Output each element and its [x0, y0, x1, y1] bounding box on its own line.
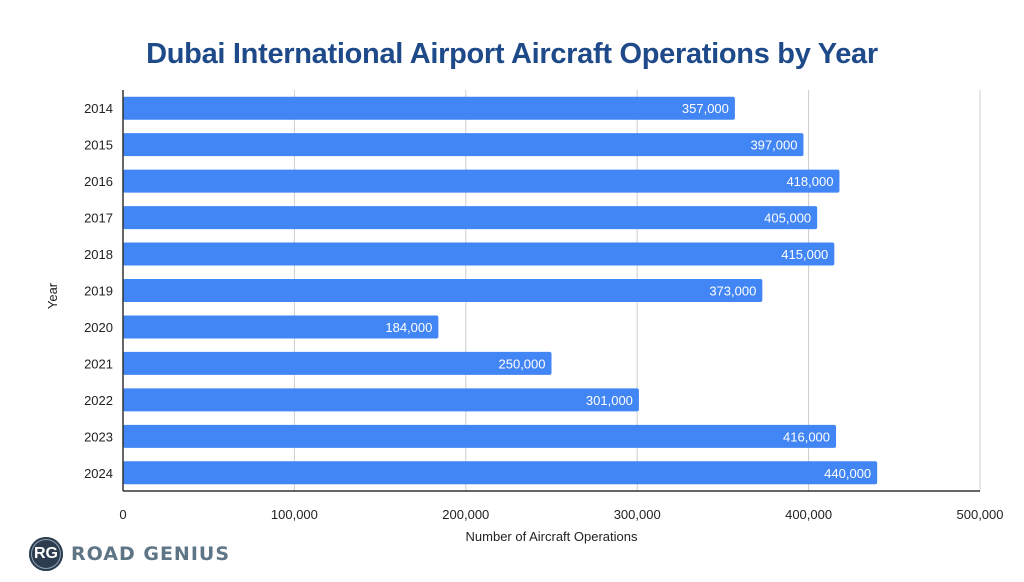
- bar: [123, 133, 804, 157]
- bars: 357,000 397,000 418,000 405,000 415,000 373,0…: [123, 96, 878, 485]
- y-tick-label: 2022: [84, 393, 113, 408]
- y-tick-label: 2014: [84, 101, 113, 116]
- chart-title: Dubai International Airport Aircraft Ope…: [146, 38, 878, 70]
- bar: [123, 461, 878, 485]
- bar: [123, 279, 763, 302]
- data-label: 440,000: [824, 466, 871, 481]
- data-label: 373,000: [709, 284, 756, 299]
- data-label: 416,000: [783, 429, 830, 444]
- x-tick-label: 400,000: [785, 507, 832, 522]
- data-label: 250,000: [499, 356, 546, 371]
- data-label: 397,000: [750, 138, 797, 153]
- x-tick-label: 0: [119, 507, 126, 522]
- bar: [123, 315, 439, 339]
- y-tick-label: 2023: [84, 429, 113, 444]
- bar: [123, 388, 639, 412]
- data-label: 301,000: [586, 393, 633, 408]
- data-label: 405,000: [764, 211, 811, 226]
- bar: [123, 424, 837, 448]
- y-tick-label: 2017: [84, 211, 113, 226]
- road-genius-logo: RG ROAD GENIUS: [29, 537, 230, 571]
- y-tick-label: 2021: [84, 356, 113, 371]
- bar: [123, 242, 835, 266]
- logo-badge-icon: RG: [29, 537, 63, 571]
- y-tick-label: 2016: [84, 174, 113, 189]
- logo-text: ROAD GENIUS: [71, 543, 231, 565]
- y-tick-label: 2015: [84, 138, 113, 153]
- x-tick-label: 200,000: [442, 507, 489, 522]
- x-tick-label: 300,000: [614, 507, 661, 522]
- x-axis-title: Number of Aircraft Operations: [466, 529, 638, 544]
- y-tick-label: 2018: [84, 247, 113, 262]
- y-tick-label: 2019: [84, 284, 113, 299]
- data-label: 357,000: [682, 101, 729, 116]
- x-tick-label: 100,000: [271, 507, 318, 522]
- bar: [123, 169, 840, 193]
- data-label: 184,000: [385, 320, 432, 335]
- data-label: 418,000: [786, 174, 833, 189]
- y-tick-labels: 2014 2015 2016 2017 2018 2019 2020 2021 2022 2023…: [84, 101, 113, 481]
- bar: [123, 351, 552, 375]
- y-axis-title: Year: [45, 282, 60, 309]
- x-tick-labels: 0 100,000 200,000 300,000 400,000 500,000: [119, 507, 1003, 522]
- bar: [123, 96, 735, 120]
- y-tick-label: 2020: [84, 320, 113, 335]
- x-tick-label: 500,000: [957, 507, 1004, 522]
- data-label: 415,000: [781, 247, 828, 262]
- bar: [123, 206, 818, 230]
- y-tick-label: 2024: [84, 466, 113, 481]
